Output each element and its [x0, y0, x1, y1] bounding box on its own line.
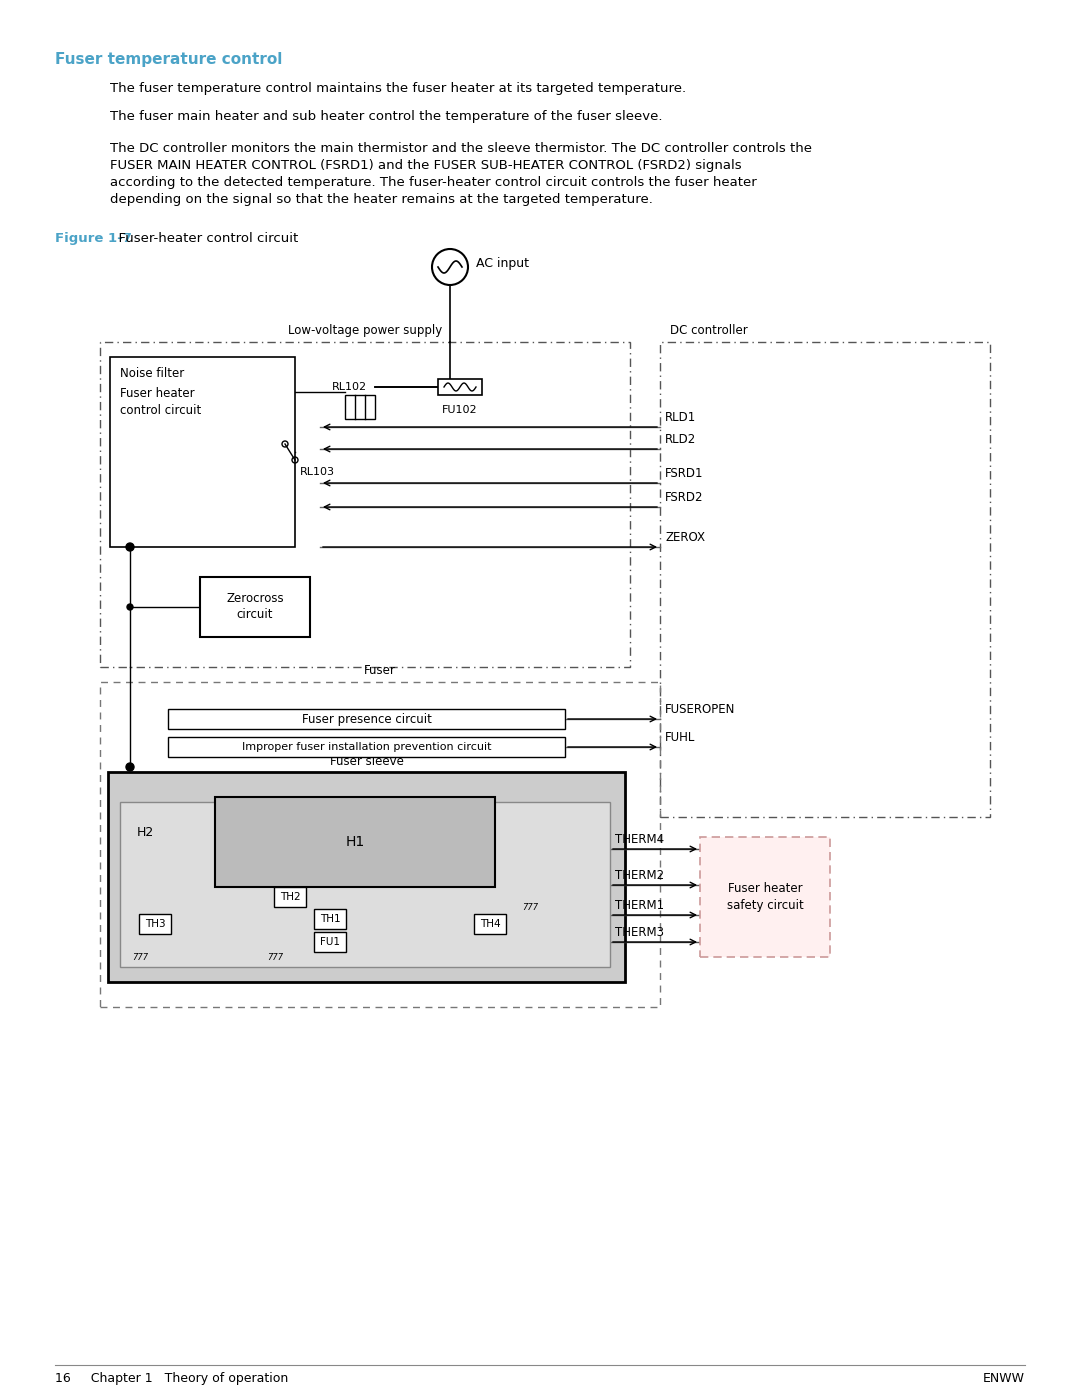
Text: control circuit: control circuit	[120, 404, 201, 416]
Text: H2: H2	[136, 826, 153, 838]
Bar	[660, 342, 990, 817]
Text: Fuser temperature control: Fuser temperature control	[55, 52, 282, 67]
Text: 16     Chapter 1   Theory of operation: 16 Chapter 1 Theory of operation	[55, 1372, 288, 1384]
Text: Low-voltage power supply: Low-voltage power supply	[288, 324, 442, 337]
Text: TH4: TH4	[480, 919, 500, 929]
Text: THERM3: THERM3	[615, 926, 664, 939]
Bar	[110, 358, 295, 548]
Bar	[168, 738, 565, 757]
Text: Fuser: Fuser	[364, 664, 396, 678]
Text: 777: 777	[267, 953, 283, 961]
Text: TH1: TH1	[320, 914, 340, 923]
Text: FSRD2: FSRD2	[665, 490, 703, 504]
Bar	[474, 914, 507, 935]
Bar	[139, 914, 171, 935]
Text: Zerocross: Zerocross	[226, 592, 284, 605]
Text: THERM2: THERM2	[615, 869, 664, 882]
Text: ZEROX: ZEROX	[665, 531, 705, 543]
Bar	[200, 577, 310, 637]
Text: DC controller: DC controller	[670, 324, 747, 337]
Text: safety circuit: safety circuit	[727, 898, 804, 911]
Text: Fuser presence circuit: Fuser presence circuit	[301, 712, 431, 725]
Text: The DC controller monitors the main thermistor and the sleeve thermistor. The DC: The DC controller monitors the main ther…	[110, 142, 812, 155]
Bar	[120, 802, 610, 967]
Text: according to the detected temperature. The fuser-heater control circuit controls: according to the detected temperature. T…	[110, 176, 757, 189]
Text: Fuser sleeve: Fuser sleeve	[329, 754, 404, 768]
Text: AC input: AC input	[476, 257, 529, 270]
Bar	[274, 887, 306, 907]
Text: TH2: TH2	[280, 893, 300, 902]
Circle shape	[126, 543, 134, 550]
Bar	[700, 837, 831, 957]
Text: circuit: circuit	[237, 609, 273, 622]
Text: RLD2: RLD2	[665, 433, 697, 446]
Bar	[108, 773, 625, 982]
Circle shape	[127, 604, 133, 610]
Text: FUSEROPEN: FUSEROPEN	[665, 703, 735, 717]
Text: RL102: RL102	[332, 381, 367, 393]
Bar	[100, 682, 660, 1007]
Text: THERM4: THERM4	[615, 833, 664, 847]
Text: Figure 1-7: Figure 1-7	[55, 232, 132, 244]
Text: Fuser heater: Fuser heater	[120, 387, 194, 400]
Text: ENWW: ENWW	[983, 1372, 1025, 1384]
Bar	[314, 909, 346, 929]
Text: Improper fuser installation prevention circuit: Improper fuser installation prevention c…	[242, 742, 491, 752]
Text: FUSER MAIN HEATER CONTROL (FSRD1) and the FUSER SUB-HEATER CONTROL (FSRD2) signa: FUSER MAIN HEATER CONTROL (FSRD1) and th…	[110, 159, 742, 172]
Text: TH3: TH3	[145, 919, 165, 929]
Text: Fuser-heater control circuit: Fuser-heater control circuit	[110, 232, 298, 244]
Text: FU102: FU102	[442, 405, 477, 415]
Text: FSRD1: FSRD1	[665, 467, 703, 481]
Text: The fuser temperature control maintains the fuser heater at its targeted tempera: The fuser temperature control maintains …	[110, 82, 686, 95]
Text: The fuser main heater and sub heater control the temperature of the fuser sleeve: The fuser main heater and sub heater con…	[110, 110, 662, 123]
Text: 777: 777	[522, 902, 538, 911]
Bar	[345, 395, 375, 419]
Circle shape	[126, 763, 134, 771]
Text: 777: 777	[132, 953, 148, 961]
Text: H1: H1	[346, 835, 365, 849]
Bar	[100, 342, 630, 666]
Text: Fuser heater: Fuser heater	[728, 883, 802, 895]
Text: RLD1: RLD1	[665, 411, 697, 425]
Text: THERM1: THERM1	[615, 900, 664, 912]
Text: FU1: FU1	[320, 937, 340, 947]
Text: FUHL: FUHL	[665, 731, 696, 745]
Text: depending on the signal so that the heater remains at the targeted temperature.: depending on the signal so that the heat…	[110, 193, 653, 205]
Bar	[438, 379, 482, 395]
Text: Noise filter: Noise filter	[120, 367, 185, 380]
Bar	[314, 932, 346, 951]
Text: RL103: RL103	[300, 467, 335, 476]
Bar	[215, 798, 495, 887]
Bar	[168, 710, 565, 729]
